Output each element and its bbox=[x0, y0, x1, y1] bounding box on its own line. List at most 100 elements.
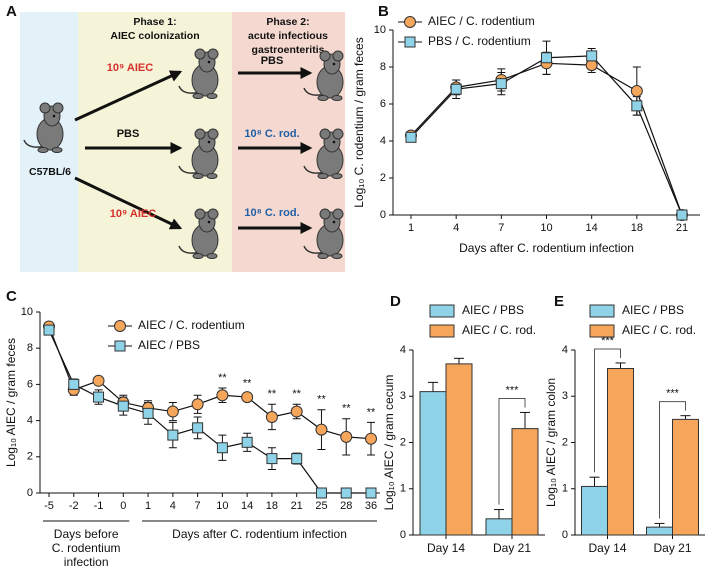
phase-title: acute infectious bbox=[248, 30, 328, 42]
phase-title: Phase 1: bbox=[133, 16, 176, 28]
marker bbox=[450, 83, 462, 95]
y-tick-label: 10 bbox=[374, 24, 386, 36]
y-tick-label: 1 bbox=[562, 483, 568, 495]
x-tick-label: 10 bbox=[216, 500, 228, 512]
x-tick-label: -1 bbox=[94, 500, 104, 512]
panel-letter: A bbox=[6, 3, 17, 20]
marker bbox=[340, 430, 353, 443]
x-tick-label: 18 bbox=[631, 222, 643, 234]
significance: ** bbox=[268, 388, 277, 400]
y-tick-label: 3 bbox=[400, 390, 406, 402]
series-line bbox=[48, 329, 371, 494]
y-tick-label: 2 bbox=[380, 172, 386, 184]
x-tick-label: 18 bbox=[266, 500, 278, 512]
y-tick-label: 2 bbox=[562, 436, 568, 448]
legend-label: AIEC / C. rodentium bbox=[138, 318, 245, 332]
significance: *** bbox=[601, 335, 615, 347]
significance: ** bbox=[218, 372, 227, 384]
marker bbox=[340, 487, 352, 499]
legend-label: AIEC / PBS bbox=[138, 338, 200, 352]
bar bbox=[607, 368, 634, 536]
significance: *** bbox=[666, 388, 680, 400]
bar bbox=[485, 518, 513, 536]
legend-label: PBS / C. rodentium bbox=[428, 34, 531, 48]
y-tick-label: 3 bbox=[562, 390, 568, 402]
bar bbox=[581, 485, 608, 536]
y-tick-label: 0 bbox=[562, 529, 568, 541]
legend-label: AIEC / C. rod. bbox=[622, 323, 696, 337]
significance-bracket bbox=[498, 397, 526, 505]
group-label: C. rodentium bbox=[52, 541, 121, 555]
x-tick-label: 1 bbox=[408, 222, 414, 234]
treatment-label: 10⁹ AIEC bbox=[110, 208, 156, 220]
y-tick-label: 8 bbox=[380, 61, 386, 73]
significance: ** bbox=[367, 406, 376, 418]
panel-a: A Phase 1: AIEC colonization Phase 2: ac… bbox=[6, 3, 345, 272]
treatment-label: 10⁹ AIEC bbox=[107, 62, 153, 74]
group-label: Days before bbox=[54, 527, 119, 541]
x-tick-label: Day 21 bbox=[493, 541, 531, 555]
legend-swatch bbox=[429, 304, 455, 318]
y-axis-title: Log₁₀ AIEC / gram cecum bbox=[382, 375, 396, 511]
marker bbox=[586, 50, 598, 62]
legend-label: AIEC / PBS bbox=[462, 303, 524, 317]
arrow bbox=[74, 70, 183, 122]
bar bbox=[672, 418, 699, 536]
marker bbox=[315, 487, 327, 499]
significance: ** bbox=[317, 394, 326, 406]
marker bbox=[365, 432, 377, 445]
marker bbox=[315, 423, 328, 436]
phase-title: Phase 2: bbox=[266, 16, 309, 28]
marker bbox=[676, 209, 688, 221]
x-tick-label: -2 bbox=[69, 500, 79, 512]
x-tick-label: 25 bbox=[315, 500, 327, 512]
marker bbox=[92, 374, 105, 387]
marker bbox=[142, 407, 154, 419]
legend-swatch bbox=[589, 324, 615, 338]
arrow bbox=[74, 176, 183, 230]
legend-swatch bbox=[589, 304, 615, 318]
bar bbox=[419, 391, 447, 536]
x-tick-label: 0 bbox=[120, 500, 126, 512]
marker bbox=[216, 389, 229, 402]
x-tick-label: 36 bbox=[365, 500, 377, 512]
group-label: Days after C. rodentium infection bbox=[172, 527, 347, 541]
significance: ** bbox=[342, 403, 351, 415]
marker bbox=[265, 410, 278, 423]
panel-letter: B bbox=[378, 3, 389, 20]
marker bbox=[43, 324, 55, 336]
marker bbox=[241, 436, 253, 448]
panel-letter: D bbox=[390, 293, 401, 310]
series-line bbox=[410, 55, 683, 216]
x-tick-label: 1 bbox=[145, 500, 151, 512]
marker bbox=[93, 391, 105, 403]
y-tick-label: 4 bbox=[562, 344, 568, 356]
bar bbox=[646, 526, 673, 536]
significance-bracket bbox=[594, 348, 621, 473]
marker bbox=[631, 100, 643, 112]
group-label: infection bbox=[64, 555, 109, 569]
y-tick-label: 2 bbox=[27, 451, 33, 463]
x-tick-label: 7 bbox=[498, 222, 504, 234]
y-tick-label: 0 bbox=[27, 487, 33, 499]
phase-title: gastroenteritis bbox=[252, 44, 325, 56]
x-tick-label: Day 21 bbox=[653, 541, 691, 555]
x-tick-label: 10 bbox=[540, 222, 552, 234]
significance: ** bbox=[243, 377, 252, 389]
legend-label: AIEC / C. rod. bbox=[462, 323, 536, 337]
x-tick-label: 21 bbox=[291, 500, 303, 512]
significance: *** bbox=[506, 384, 520, 396]
x-tick-label: Day 14 bbox=[427, 541, 465, 555]
marker bbox=[495, 78, 507, 90]
marker bbox=[266, 453, 278, 465]
y-tick-label: 4 bbox=[400, 344, 406, 356]
marker bbox=[241, 391, 254, 404]
strain-label: C57BL/6 bbox=[29, 166, 71, 178]
y-tick-label: 0 bbox=[400, 529, 406, 541]
treatment-label: 10⁸ C. rod. bbox=[244, 128, 299, 140]
marker bbox=[630, 85, 643, 98]
y-tick-label: 8 bbox=[27, 342, 33, 354]
legend-swatch bbox=[429, 324, 455, 338]
marker bbox=[291, 453, 303, 465]
x-tick-label: 21 bbox=[676, 222, 688, 234]
